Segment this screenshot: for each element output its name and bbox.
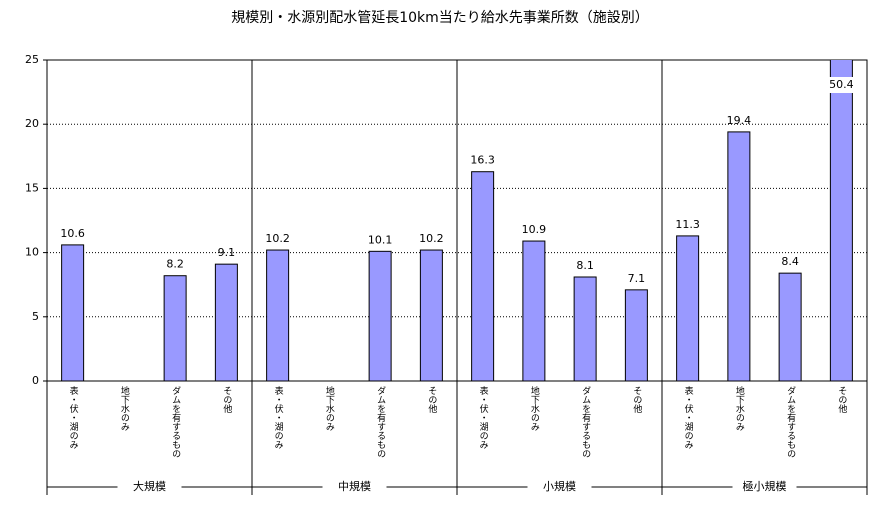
x-tick-label: その他 xyxy=(836,386,847,414)
y-tick-label: 20 xyxy=(25,117,39,130)
x-tick-label: ダムを有するもの xyxy=(170,385,181,458)
x-tick-label: その他 xyxy=(426,386,437,414)
bar xyxy=(624,289,648,381)
chart-title: 規模別・水源別配水管延長10km当たり給水先事業所数（施設別） xyxy=(231,10,649,26)
bar xyxy=(163,275,187,381)
bar xyxy=(829,60,853,381)
value-label: 11.3 xyxy=(675,218,700,231)
y-tick-label: 25 xyxy=(25,53,39,66)
group-label-bg xyxy=(527,478,592,496)
x-tick-label: 地下水のみ xyxy=(529,385,540,431)
group-label: 中規模 xyxy=(338,479,371,493)
x-tick-label: ダムを有するもの xyxy=(375,385,386,458)
bars xyxy=(61,60,853,381)
group-label-bg xyxy=(732,478,797,496)
y-tick-label: 10 xyxy=(25,246,39,259)
value-label: 7.1 xyxy=(628,272,646,285)
value-label: 10.1 xyxy=(368,233,393,246)
group-label-bg xyxy=(322,478,387,496)
value-label: 10.2 xyxy=(265,232,290,245)
value-label: 8.4 xyxy=(781,255,799,268)
value-label: 8.1 xyxy=(576,259,594,272)
x-tick-label: 地下水のみ xyxy=(324,385,335,431)
value-label: 8.2 xyxy=(166,258,184,271)
group-label: 極小規模 xyxy=(743,479,787,493)
bar xyxy=(419,249,443,381)
value-label: 10.6 xyxy=(60,227,85,240)
y-tick-label: 15 xyxy=(25,181,39,194)
value-label-bg xyxy=(826,77,857,93)
y-tick-label: 0 xyxy=(32,374,39,387)
x-tick-label: その他 xyxy=(631,386,642,414)
group-label: 大規模 xyxy=(133,479,166,493)
x-tick-label: ダムを有するもの xyxy=(580,385,591,458)
x-tick-label: その他 xyxy=(221,386,232,414)
group-label: 小規模 xyxy=(543,479,576,493)
x-tick-label: 地下水のみ xyxy=(119,385,130,431)
bar xyxy=(368,250,392,381)
bar xyxy=(573,276,597,381)
x-tick-label: ダムを有するもの xyxy=(785,385,796,458)
value-label: 10.2 xyxy=(419,232,444,245)
bar xyxy=(727,131,751,381)
value-label: 10.9 xyxy=(522,223,547,236)
bar xyxy=(214,263,238,381)
bar xyxy=(522,240,546,381)
bar xyxy=(676,235,700,381)
y-tick-label: 5 xyxy=(32,310,39,323)
bar xyxy=(471,171,495,381)
bar xyxy=(778,272,802,381)
value-label: 50.4 xyxy=(829,78,854,91)
x-tick-label: 地下水のみ xyxy=(734,385,745,431)
x-tick-label: 表・伏・湖のみ xyxy=(683,385,694,449)
value-label: 19.4 xyxy=(727,114,752,127)
group-label-bg xyxy=(117,478,182,496)
x-tick-label: 表・伏・湖のみ xyxy=(273,385,284,449)
value-label: 9.1 xyxy=(218,246,236,259)
bar xyxy=(61,244,85,381)
value-label: 16.3 xyxy=(470,154,495,167)
x-tick-label: 表・伏・湖のみ xyxy=(478,385,489,449)
x-tick-label: 表・伏・湖のみ xyxy=(68,385,79,449)
bar xyxy=(266,249,290,381)
